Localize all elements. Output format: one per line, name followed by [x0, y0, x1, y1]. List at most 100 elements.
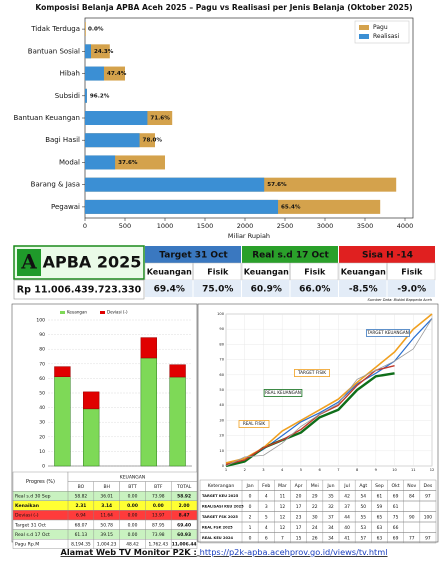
row-label: REAL FSK 2025 — [202, 525, 233, 529]
value-cell — [339, 280, 387, 297]
cell: 17 — [296, 525, 302, 531]
cell: 3.14 — [101, 503, 112, 509]
footer-url[interactable]: https://p2k-apba.acehprov.go.id/views/tv… — [200, 547, 388, 557]
column-label: Feb — [262, 483, 270, 489]
y-tick-label: 90 — [219, 327, 224, 331]
row-label: Target 31 Oct — [14, 522, 46, 528]
cell: 5 — [265, 514, 268, 520]
cell: 26 — [312, 535, 318, 541]
y-tick-label: 100 — [36, 318, 45, 324]
cell: 24 — [312, 525, 318, 531]
y-tick-label: 80 — [219, 342, 224, 346]
cell: 84 — [409, 493, 415, 499]
cell: 17 — [296, 504, 302, 510]
x-tick-label: 11 — [411, 468, 416, 472]
cell: 50 — [360, 504, 366, 510]
annotation-box — [293, 369, 330, 377]
table-row — [199, 532, 437, 544]
y-tick-label: 70 — [39, 361, 45, 367]
cell: 7 — [281, 535, 284, 541]
x-tick-label: 2500 — [277, 222, 294, 230]
y-tick-label: Bantuan Keuangan — [13, 114, 80, 122]
x-tick-label: 10 — [392, 468, 397, 472]
x-tick-label: 500 — [119, 222, 131, 230]
column-label: Jun — [326, 483, 334, 489]
y-tick-label: 40 — [39, 405, 45, 411]
column-label: Keuangan — [341, 268, 386, 277]
cell: 20 — [296, 493, 302, 499]
cell: 69.40 — [177, 522, 191, 528]
cell: 66 — [393, 525, 399, 531]
table-col-label: BTF — [154, 484, 163, 490]
x-tick-label: 3 — [262, 468, 264, 472]
column-label: Fisik — [401, 268, 423, 277]
cell: 34 — [328, 525, 334, 531]
bar-segment — [83, 408, 100, 467]
cell: 58.82 — [75, 494, 88, 500]
cell: 11,006.44 — [172, 542, 197, 548]
x-tick-label: 7 — [337, 468, 339, 472]
source-note: Sumber Data: Biddal Bappeda Aceh — [368, 298, 433, 302]
x-tick-label: 3000 — [317, 222, 334, 230]
cell: 0.00 — [127, 503, 138, 509]
cell: 6 — [265, 535, 268, 541]
footer-label: Alamat Web TV Monitor P2K : — [61, 547, 197, 557]
cell: 0.00 — [153, 503, 164, 509]
annotation-box — [366, 329, 410, 337]
x-tick-label: 6 — [318, 468, 321, 472]
x-tick-label: 9 — [375, 468, 378, 472]
cell: 97 — [425, 535, 431, 541]
y-tick-label: Modal — [59, 158, 80, 166]
bar — [85, 22, 86, 37]
bar — [85, 199, 279, 214]
cell: 11.64 — [100, 513, 113, 519]
cell: 0.00 — [128, 522, 138, 528]
cell: 1,004.23 — [97, 542, 117, 548]
row-label: TARGET FSK 2025 — [202, 515, 238, 519]
y-tick-label: Tidak Terduga — [30, 25, 80, 33]
column-label: Keuangan — [147, 268, 192, 277]
annotation: TARGET KEUANGAN — [366, 330, 408, 335]
table-header: Keterangan — [208, 483, 235, 489]
cell: 59 — [377, 504, 383, 510]
value: -8.5% — [349, 285, 378, 295]
cell: 63 — [377, 535, 383, 541]
value: 75.0% — [202, 285, 233, 295]
bar — [85, 66, 104, 81]
x-tick-label: 1 — [225, 468, 227, 472]
annotation: REAL FISIK — [243, 421, 266, 426]
percent-label: 71.6% — [150, 116, 170, 122]
y-tick-label: 40 — [219, 403, 224, 407]
bar — [85, 88, 87, 103]
table-col-label: BTT — [128, 484, 137, 490]
summary-title: APBA 2025 — [43, 253, 142, 272]
group-header — [339, 246, 435, 263]
cell: 69 — [393, 493, 399, 499]
bar — [85, 44, 91, 59]
y-tick-label: 80 — [39, 347, 45, 353]
y-tick-label: 90 — [39, 332, 45, 338]
bar-segment — [54, 366, 71, 378]
row-label: Deviasi (-) — [15, 513, 39, 519]
annotation: TARGET FISIK — [297, 370, 326, 375]
cell: 30 — [312, 514, 318, 520]
cell: 13.97 — [152, 513, 165, 519]
value: 66.0% — [299, 285, 330, 295]
chart-title: Komposisi Belanja APBA Aceh 2025 – Pagu … — [35, 3, 412, 12]
cell: 61 — [393, 504, 399, 510]
y-tick-label: 20 — [39, 434, 45, 440]
y-tick-label: 60 — [219, 373, 224, 377]
cell: 4 — [265, 525, 268, 531]
x-tick-label: 4 — [281, 468, 284, 472]
cell: 61 — [377, 493, 383, 499]
x-tick-label: 2 — [244, 468, 246, 472]
y-tick-label: 100 — [217, 312, 225, 316]
y-tick-label: 50 — [219, 388, 224, 392]
cell: 50.78 — [100, 522, 113, 528]
y-tick-label: Bantuan Sosial — [28, 47, 80, 55]
percent-label: 65.4% — [281, 204, 301, 210]
cell: 4 — [265, 493, 268, 499]
value: 60.9% — [251, 285, 282, 295]
